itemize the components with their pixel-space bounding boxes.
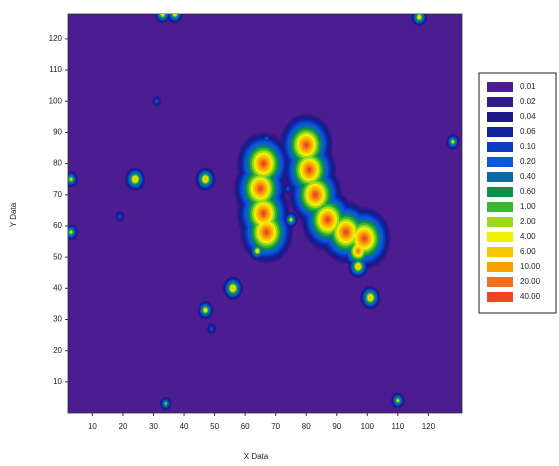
legend-swatch [487,142,513,152]
y-tick-label: 40 [53,283,62,292]
legend-swatch [487,187,513,197]
x-tick-label: 120 [422,422,436,431]
contour-level [134,178,136,180]
x-tick-label: 70 [271,422,280,431]
legend-label: 0.20 [520,157,536,166]
contour-level [257,250,258,252]
contour-level [232,287,234,289]
legend-label: 0.01 [520,82,536,91]
contour-level [287,187,289,189]
contour-level [262,211,266,215]
x-tick-label: 30 [149,422,158,431]
x-tick-label: 100 [361,422,375,431]
x-tick-label: 60 [241,422,250,431]
legend-swatch [487,82,513,92]
legend-label: 0.02 [520,97,536,106]
legend-swatch [487,277,513,287]
legend-label: 0.10 [520,142,536,151]
contour-level [211,328,213,330]
legend-swatch [487,232,513,242]
x-tick-label: 90 [332,422,341,431]
contour-level [119,216,121,218]
contour-level [156,100,158,102]
legend-swatch [487,292,513,302]
contour-level [357,266,359,268]
legend-label: 0.06 [520,127,536,136]
y-tick-label: 30 [53,315,62,324]
legend-label: 4.00 [520,232,536,241]
y-tick-label: 60 [53,221,62,230]
contour-level [165,403,166,404]
legend-swatch [487,247,513,257]
legend-swatch [487,127,513,137]
legend-label: 40.00 [520,292,541,301]
y-tick-label: 80 [53,159,62,168]
legend-label: 0.04 [520,112,536,121]
contour-level [419,16,420,18]
contour-level [326,218,330,222]
contour-level [290,219,291,221]
contour-level [174,13,175,15]
x-tick-label: 50 [210,422,219,431]
contour-level [304,143,308,147]
y-tick-label: 100 [49,96,63,105]
x-tick-label: 10 [88,422,97,431]
x-tick-label: 80 [302,422,311,431]
legend-label: 0.60 [520,187,536,196]
contour-level [265,230,269,234]
y-tick-label: 50 [53,252,62,261]
y-tick-label: 20 [53,346,62,355]
legend-label: 10.00 [520,262,541,271]
legend-label: 2.00 [520,217,536,226]
x-tick-label: 40 [180,422,189,431]
y-tick-label: 120 [49,34,63,43]
contour-level [162,13,163,15]
legend-swatch [487,97,513,107]
legend-swatch [487,217,513,227]
legend-label: 6.00 [520,247,536,256]
legend-swatch [487,262,513,272]
y-axis-label: Y Data [9,202,18,227]
y-tick-label: 110 [49,65,62,74]
chart: X Data Y Data 10 20 30 40 50 60 70 80 90 100 110 12… [0,0,559,466]
legend-label: 20.00 [520,277,541,286]
y-tick-label: 10 [53,377,62,386]
contour-level [370,297,372,299]
contour-level [452,141,453,143]
x-tick-label: 110 [391,422,404,431]
contour-level [266,138,268,140]
contour-level [357,249,359,252]
legend-swatch [487,202,513,212]
contour-level [397,400,398,402]
y-tick-label: 70 [53,190,62,199]
contour-level [205,309,206,311]
x-tick-label: 20 [119,422,128,431]
legend-swatch [487,157,513,167]
contour-level [205,178,207,180]
x-axis-label: X Data [244,452,269,461]
contour-level [70,178,71,180]
contour-level [362,236,366,240]
legend-swatch [487,112,513,122]
legend-label: 1.00 [520,202,536,211]
contour-level [307,168,311,172]
contour-level [262,161,266,165]
legend-swatch [487,172,513,182]
legend-label: 0.40 [520,172,536,181]
contour-level [70,231,71,233]
contour-level [259,186,263,190]
contour-level [313,193,317,197]
y-tick-label: 90 [53,128,62,137]
contour-level [344,230,348,234]
